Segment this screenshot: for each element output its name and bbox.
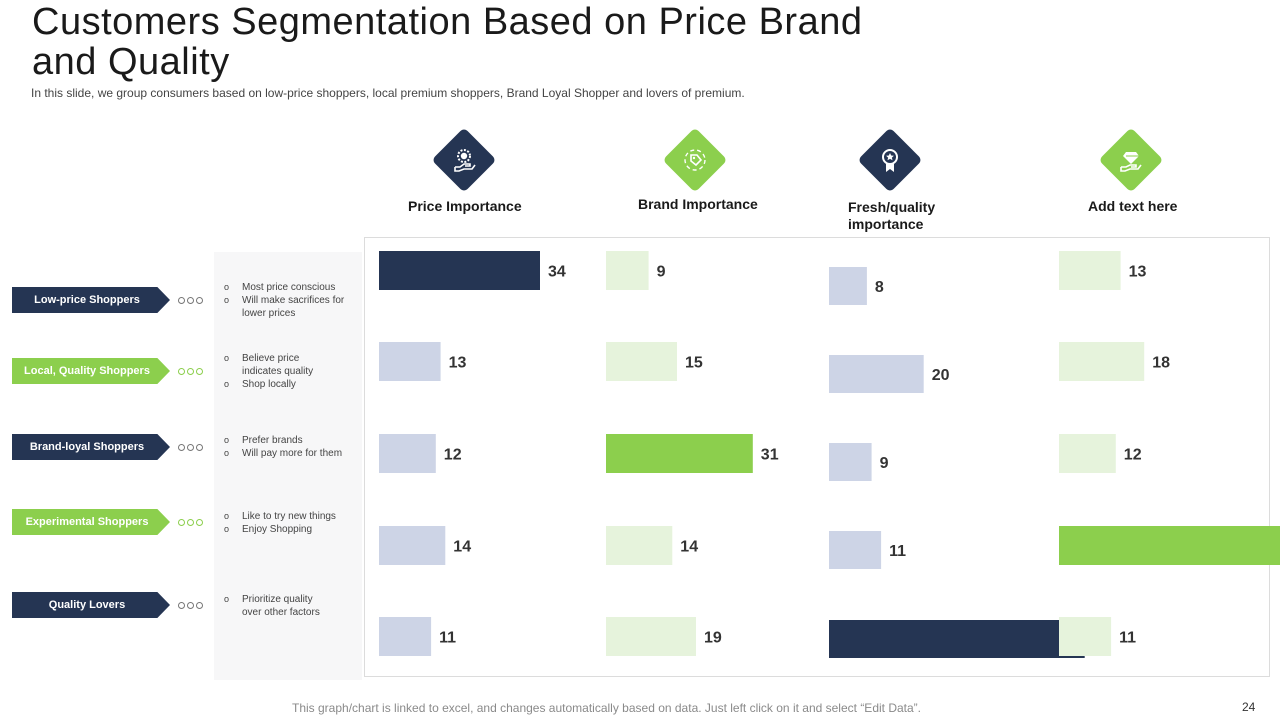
bullet-text: Like to try new things: [242, 511, 336, 522]
segment-label: Experimental Shoppers: [12, 509, 170, 535]
bullet-text: Enjoy Shopping: [242, 524, 313, 535]
data-label-1-4: 14: [453, 539, 471, 556]
data-label-2-2: 15: [685, 355, 703, 372]
bar-2-4[interactable]: [606, 526, 673, 565]
bullet-text: Most price conscious: [242, 282, 336, 293]
bar-1-2[interactable]: [379, 342, 441, 381]
data-label-4-5: 11: [1119, 630, 1136, 647]
bullet-text: Will make sacrifices for lower prices: [242, 295, 345, 319]
segment-row-quality-lovers: Quality Lovers: [12, 592, 203, 618]
segment-row-brand-loyal: Brand-loyal Shoppers: [12, 434, 203, 460]
data-label-1-2: 13: [449, 355, 467, 372]
data-label-3-4: 11: [889, 543, 906, 560]
footer-note: This graph/chart is linked to excel, and…: [292, 701, 921, 715]
data-label-1-1: 34: [548, 264, 566, 281]
hand-diamond-icon: [1098, 127, 1164, 193]
data-label-2-1: 9: [657, 264, 666, 281]
bar-2-1[interactable]: [606, 251, 649, 290]
page-number: 24: [1242, 700, 1256, 714]
connector-dots: [178, 601, 203, 609]
data-label-2-5: 19: [704, 630, 722, 647]
connector-dots: [178, 443, 203, 451]
bullet-text: Shop locally: [242, 379, 296, 390]
bar-4-3[interactable]: [1059, 434, 1116, 473]
segment-bullets: o Prioritize quality over other factors: [224, 593, 334, 619]
bullet-text: Will pay more for them: [242, 448, 343, 459]
bullet-text: Prioritize quality over other factors: [242, 594, 320, 618]
slide-title: Customers Segmentation Based on Price Br…: [32, 1, 863, 83]
bar-4-1[interactable]: [1059, 251, 1121, 290]
slide-subtitle: In this slide, we group consumers based …: [31, 86, 745, 100]
price-tag-icon: [662, 127, 728, 193]
bar-3-2[interactable]: [829, 355, 924, 393]
segment-row-local-quality: Local, Quality Shoppers: [12, 358, 203, 384]
segment-row-low-price: Low-price Shoppers: [12, 287, 203, 313]
bar-1-4[interactable]: [379, 526, 446, 565]
column-header-brand: Brand Importance: [638, 196, 758, 212]
bar-4-5[interactable]: [1059, 617, 1112, 656]
segment-bullets: o Prefer brands o Will pay more for them: [224, 435, 343, 459]
segment-bullets: o Most price conscious o Will make sacrifi…: [224, 281, 360, 320]
bar-1-5[interactable]: [379, 617, 432, 656]
data-label-2-3: 31: [761, 447, 779, 464]
bar-2-3[interactable]: [606, 434, 753, 473]
connector-dots: [178, 296, 203, 304]
data-label-3-2: 20: [932, 367, 950, 384]
connector-dots: [178, 518, 203, 526]
segment-label: Quality Lovers: [12, 592, 170, 618]
bar-3-1[interactable]: [829, 267, 867, 305]
segment-bullets: o Believe price indicates quality o Shop l…: [224, 352, 334, 391]
data-label-1-3: 12: [444, 447, 462, 464]
bullet-text: Prefer brands: [242, 435, 303, 446]
column-header-price: Price Importance: [408, 198, 522, 214]
bar-1-3[interactable]: [379, 434, 436, 473]
data-label-4-2: 18: [1152, 355, 1170, 372]
data-label-4-1: 13: [1129, 264, 1147, 281]
bar-2-2[interactable]: [606, 342, 677, 381]
segment-row-experimental: Experimental Shoppers: [12, 509, 203, 535]
chart-frame: [364, 237, 1270, 677]
bullet-text: Believe price indicates quality: [242, 353, 314, 377]
data-label-1-5: 11: [439, 630, 456, 647]
bar-3-3[interactable]: [829, 443, 872, 481]
bar-1-1[interactable]: [379, 251, 540, 290]
data-label-4-3: 12: [1124, 447, 1142, 464]
column-header-custom: Add text here: [1088, 198, 1178, 214]
segment-bullets: o Like to try new things o Enjoy Shopping: [224, 511, 336, 535]
award-ribbon-icon: [857, 127, 923, 193]
column-header-quality: Fresh/quality importance: [848, 199, 936, 232]
bar-3-4[interactable]: [829, 531, 882, 569]
segment-label: Brand-loyal Shoppers: [12, 434, 170, 460]
bar-4-2[interactable]: [1059, 342, 1145, 381]
bar-3-5[interactable]: [829, 620, 1085, 658]
connector-dots: [178, 367, 203, 375]
segment-label: Low-price Shoppers: [12, 287, 170, 313]
data-label-2-4: 14: [680, 539, 698, 556]
bar-2-5[interactable]: [606, 617, 696, 656]
segment-label: Local, Quality Shoppers: [12, 358, 170, 384]
hand-coin-gear-icon: [431, 127, 497, 193]
data-label-3-3: 9: [880, 455, 889, 472]
data-label-3-1: 8: [875, 279, 884, 296]
bar-4-4[interactable]: [1059, 526, 1280, 565]
description-panel: [214, 252, 362, 680]
